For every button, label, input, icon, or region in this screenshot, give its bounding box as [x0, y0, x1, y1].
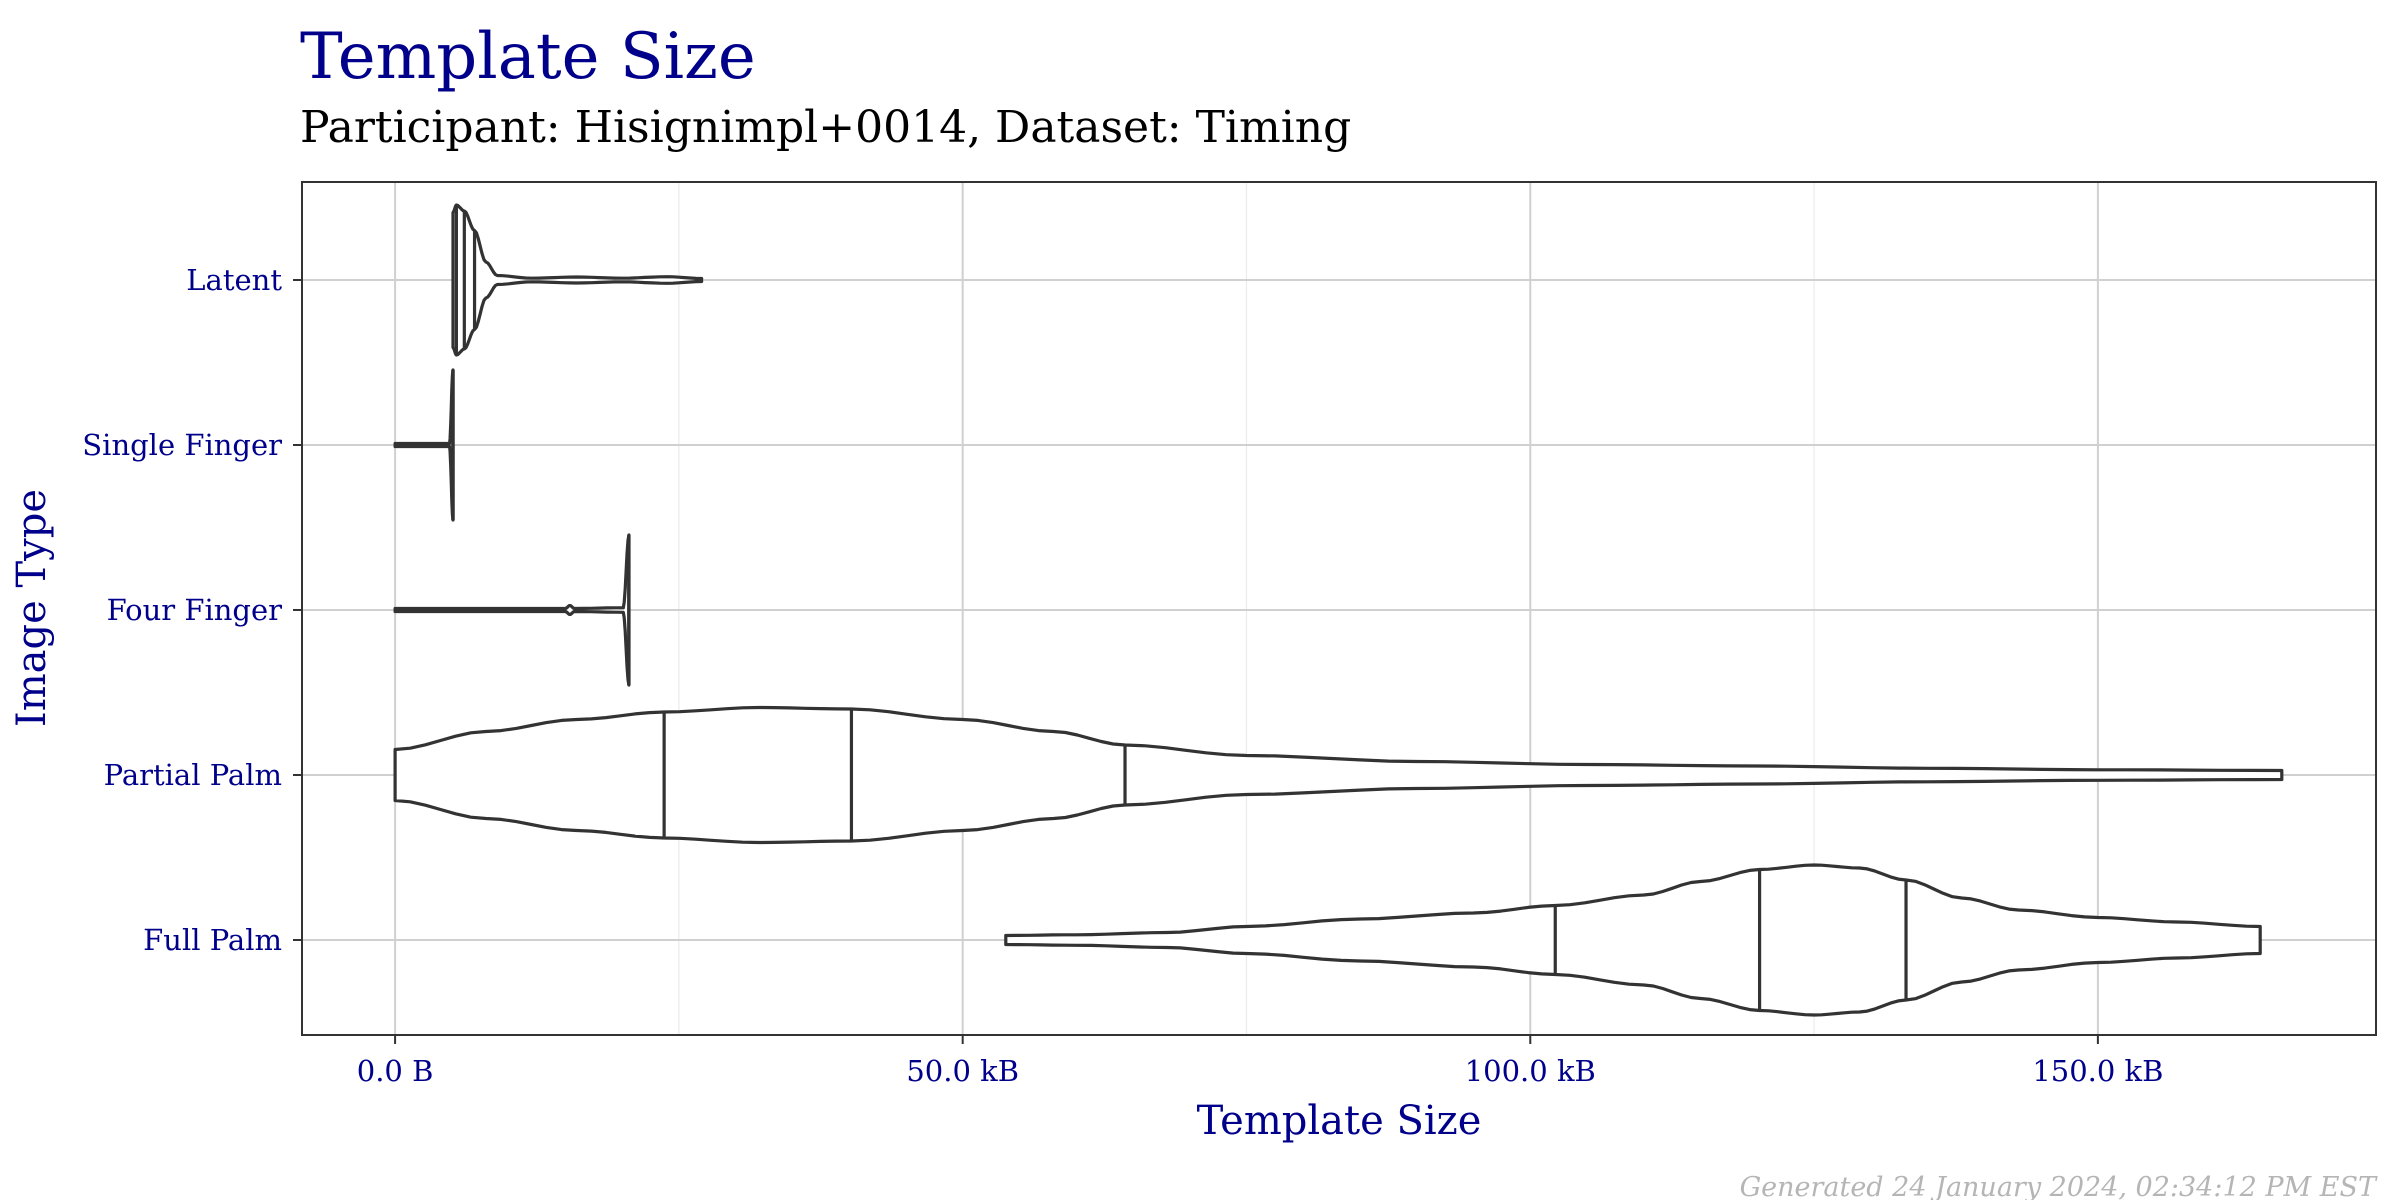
y-tick-label: Partial Palm — [104, 758, 282, 792]
x-tick-label: 0.0 B — [357, 1054, 434, 1088]
y-tick-label: Full Palm — [143, 923, 282, 957]
x-tick-label: 50.0 kB — [906, 1054, 1019, 1088]
chart-title: Template Size — [300, 20, 756, 94]
violin-latent — [451, 203, 704, 357]
violin-single-finger — [393, 368, 455, 522]
plot-panel-border — [301, 181, 2377, 1036]
violins — [393, 203, 2284, 1017]
x-tick-label: 150.0 kB — [2032, 1054, 2163, 1088]
chart-subtitle: Participant: Hisignimpl+0014, Dataset: T… — [300, 102, 1351, 153]
violin-four-finger — [393, 533, 631, 687]
y-axis: Full Palm Partial Palm Four Finger Single F… — [82, 263, 302, 957]
x-axis-label: Template Size — [1197, 1098, 1482, 1144]
x-tick-label: 100.0 kB — [1465, 1054, 1596, 1088]
violin-full-palm — [1004, 863, 2262, 1017]
y-tick-label: Four Finger — [107, 593, 283, 627]
y-tick-label: Single Finger — [82, 428, 282, 462]
generated-footer: Generated 24 January 2024, 02:34:12 PM E… — [1740, 1172, 2378, 1200]
y-tick-label: Latent — [186, 263, 282, 297]
violin-partial-palm — [393, 705, 2284, 845]
x-axis: 0.0 B 50.0 kB 100.0 kB 150.0 kB — [357, 1035, 2163, 1088]
y-axis-label: Image Type — [9, 489, 55, 727]
